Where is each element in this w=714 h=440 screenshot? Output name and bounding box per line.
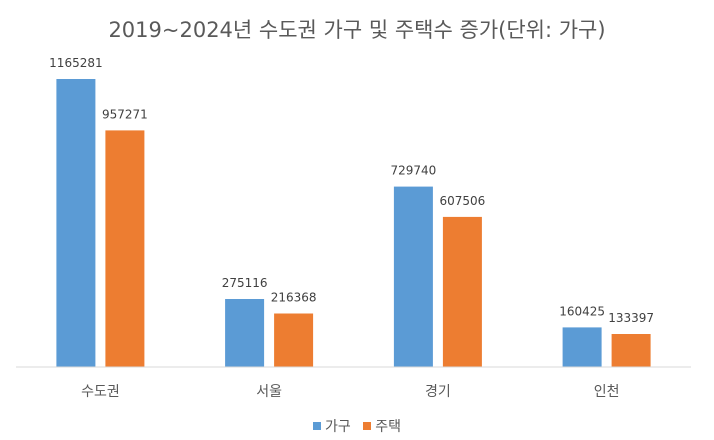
- bar-households-1: [225, 299, 265, 367]
- data-label-households-0: 1165281: [49, 56, 102, 70]
- bar-housing-1: [274, 313, 314, 367]
- legend-swatch-households: [313, 422, 321, 430]
- bar-households-2: [393, 186, 433, 367]
- legend-label-housing: 주택: [375, 419, 401, 435]
- data-label-housing-0: 957271: [102, 107, 148, 121]
- legend-item-households: 가구: [313, 416, 351, 436]
- chart-title: 2019~2024년 수도권 가구 및 주택수 증가(단위: 가구): [108, 18, 606, 42]
- data-label-housing-2: 607506: [439, 194, 485, 208]
- bar-housing-3: [611, 334, 651, 367]
- legend-item-housing: 주택: [363, 416, 401, 436]
- data-label-households-1: 275116: [222, 276, 268, 290]
- legend: 가구 주택: [0, 416, 714, 436]
- data-label-households-2: 729740: [390, 164, 436, 178]
- bar-housing-2: [442, 216, 482, 367]
- bar-housing-0: [105, 130, 145, 367]
- data-label-households-3: 160425: [559, 304, 605, 318]
- x-tick-label-0: 수도권: [81, 384, 120, 400]
- data-label-housing-1: 216368: [271, 291, 317, 305]
- bar-households-3: [562, 327, 602, 367]
- x-tick-label-1: 서울: [256, 384, 282, 400]
- legend-swatch-housing: [363, 422, 372, 430]
- x-tick-label-3: 인천: [594, 384, 620, 400]
- bars-layer: [56, 79, 651, 367]
- bar-households-0: [56, 79, 96, 367]
- data-label-housing-3: 133397: [608, 311, 654, 325]
- legend-label-households: 가구: [325, 419, 351, 435]
- x-tick-label-2: 경기: [425, 384, 451, 400]
